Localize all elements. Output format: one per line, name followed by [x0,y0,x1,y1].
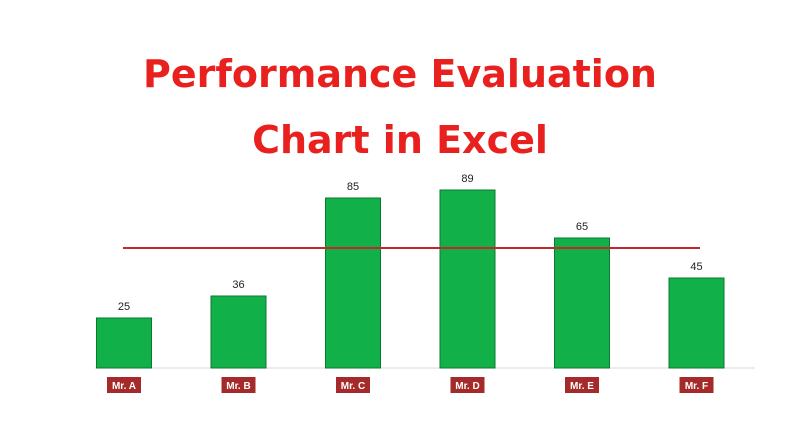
category-label-text: Mr. D [455,381,479,392]
data-label: 45 [690,261,702,273]
bar-mr-e [554,237,610,369]
category-label-box [336,377,370,393]
category-label-box [679,377,714,393]
category-label: Mr. C [336,377,370,393]
bars-layer [96,189,725,369]
category-label: Mr. A [107,377,141,393]
value-labels-layer: 25 36 85 89 65 45 [118,173,703,313]
bar-mr-d [439,189,496,369]
data-label: 85 [347,181,359,193]
category-label-text: Mr. F [685,381,708,392]
category-label-box [450,377,485,393]
bar-mr-c [325,197,381,369]
data-label: 65 [576,221,588,233]
bar-mr-b [210,295,267,369]
category-label: Mr. D [450,377,485,393]
category-label-box [107,377,141,393]
bar-mr-a [96,317,152,369]
category-label-box [565,377,599,393]
category-label: Mr. B [221,377,256,393]
category-label-text: Mr. A [112,381,136,392]
category-label-box [221,377,256,393]
data-label: 25 [118,301,130,313]
bar-mr-f [668,277,725,369]
data-label: 36 [232,279,244,291]
category-label: Mr. E [565,377,599,393]
chart-title-line-2: Chart in Excel [252,118,548,162]
category-labels-layer: Mr. A Mr. B Mr. C Mr. D Mr. E Mr. F [107,377,714,393]
data-label: 89 [461,173,473,185]
category-label-text: Mr. E [570,381,594,392]
category-label-text: Mr. C [341,381,365,392]
category-label: Mr. F [679,377,714,393]
category-label-text: Mr. B [226,381,250,392]
chart-title-line-1: Performance Evaluation [142,52,657,96]
